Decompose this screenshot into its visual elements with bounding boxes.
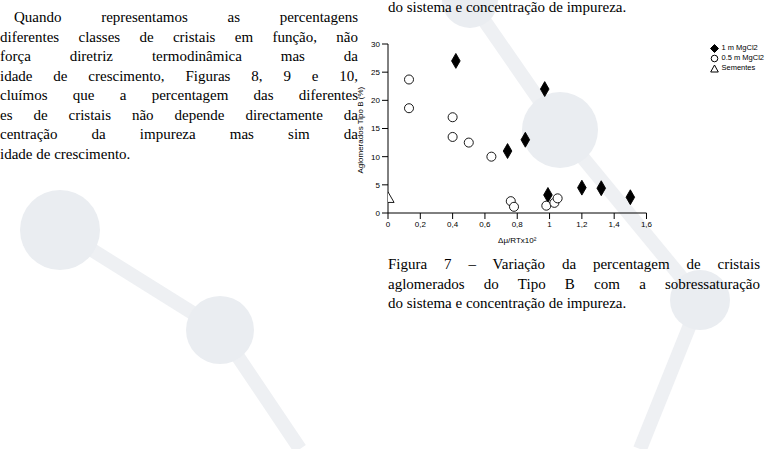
- html-text:aglomerados do Tipo B com a so: aglomerados do Tipo B com a sobressatura…: [388, 275, 760, 292]
- html-text:idade de crescimento.: idade de crescimento.: [0, 145, 131, 162]
- html-text:do sistema e concentração de i: do sistema e concentração de impureza.: [388, 295, 627, 311]
- html-text:diferentes classes de cristais: diferentes classes de cristais em função…: [0, 28, 358, 45]
- html-text:idade de crescimento, Figuras: idade de crescimento, Figuras 8, 9 e 10,: [0, 67, 358, 84]
- svg-text:1,6: 1,6: [641, 220, 653, 229]
- html-text:Sementes: Sementes: [721, 63, 756, 72]
- html-text:Quando representamos as percen: Quando representamos as percentagens: [14, 9, 358, 25]
- svg-text:0,8: 0,8: [512, 220, 524, 229]
- html-text:1 m MgCl2: 1 m MgCl2: [721, 43, 758, 52]
- html-text:força diretriz termodinâmica m: força diretriz termodinâmica mas da: [0, 48, 358, 64]
- html-text:Figura 7 – Variação da percent: Figura 7 – Variação da percentagem de cr…: [388, 256, 760, 272]
- html-text:cluímos que a percentagem das: cluímos que a percentagem das diferentes: [0, 87, 358, 103]
- svg-text:30: 30: [371, 40, 380, 49]
- html-text:es de cristais não depende dir: es de cristais não depende directamente …: [0, 106, 358, 123]
- svg-text:0,2: 0,2: [415, 220, 427, 229]
- svg-text:0,6: 0,6: [479, 220, 491, 229]
- svg-text:0: 0: [376, 209, 381, 218]
- svg-text:5: 5: [376, 181, 381, 190]
- svg-text:1: 1: [547, 220, 552, 229]
- svg-text:10: 10: [371, 153, 380, 162]
- svg-text:1,2: 1,2: [576, 220, 588, 229]
- html-text:0.5 m MgCl2: 0.5 m MgCl2: [721, 53, 764, 62]
- svg-text:1,4: 1,4: [609, 220, 621, 229]
- svg-text:25: 25: [371, 68, 380, 77]
- svg-text:Aglomerados Tipo B (%): Aglomerados Tipo B (%): [356, 86, 365, 173]
- svg-text:20: 20: [371, 96, 380, 105]
- svg-text:0,4: 0,4: [447, 220, 459, 229]
- svg-text:Δμ/RTx10²: Δμ/RTx10²: [498, 236, 537, 245]
- svg-text:15: 15: [371, 124, 380, 133]
- html-text:do sistema e concentração de i: do sistema e concentração de impureza.: [388, 0, 627, 15]
- html-text:centração da impureza mas sim: centração da impureza mas sim da: [0, 126, 358, 142]
- svg-text:0: 0: [386, 220, 391, 229]
